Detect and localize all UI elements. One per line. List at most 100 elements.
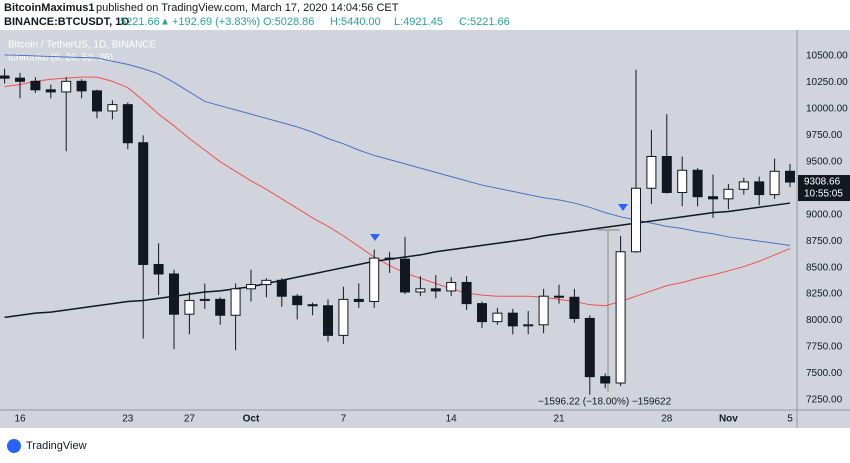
candle-body [785, 170, 795, 183]
candle-body [107, 104, 118, 112]
published: published on TradingView.com, March 17, … [96, 2, 399, 14]
y-tick-label: 8000.00 [806, 315, 843, 326]
last-price-box [798, 175, 850, 202]
candle-body [184, 299, 195, 315]
high: H:5440.00 [330, 16, 381, 28]
candle-body [0, 75, 10, 79]
candle-body [754, 181, 765, 196]
close: C:5221.66 [459, 16, 510, 28]
candle-body [569, 296, 580, 319]
candle-body [400, 258, 410, 293]
signal-marker [370, 234, 380, 241]
candle-body [615, 251, 626, 384]
candle-body [554, 295, 564, 298]
candle-body [276, 279, 287, 297]
indicator-label: Ichimoku (9, 26, 52, 26) [8, 53, 113, 64]
candle-body [708, 196, 718, 200]
candle-body [45, 89, 56, 93]
candle-body [646, 155, 657, 189]
change-arrow: ▲ [160, 17, 170, 28]
candle-body [523, 324, 534, 327]
brand: TradingView [26, 440, 87, 452]
candle-body [215, 298, 226, 316]
candle-body [661, 155, 672, 193]
candle-body [122, 104, 133, 144]
x-tick-label: 23 [122, 414, 134, 425]
candle-body [477, 303, 487, 323]
candle-body [723, 188, 734, 200]
candle-body [246, 284, 256, 290]
candle-body [138, 142, 149, 265]
x-tick-label: Oct [243, 414, 260, 425]
candle-body [61, 80, 72, 93]
candle-body [446, 281, 457, 292]
indicator-line [4, 76, 791, 307]
price: 5221.66 [120, 16, 160, 28]
change: +192.69 (+3.83%) [172, 16, 260, 28]
candle-body [384, 257, 395, 260]
candle-body [292, 295, 303, 306]
candle-body [600, 376, 611, 384]
x-tick-label: 5 [787, 414, 793, 425]
candle-body [307, 304, 318, 307]
signal-marker [618, 204, 628, 211]
y-tick-label: 9500.00 [806, 156, 843, 167]
candle-body [15, 77, 25, 82]
y-tick-label: 7750.00 [806, 342, 843, 353]
x-tick-label: Nov [719, 414, 738, 425]
candle-body [430, 288, 441, 292]
candle-body [507, 312, 518, 327]
x-tick-label: 16 [14, 414, 26, 425]
candle-body [261, 279, 272, 286]
y-tick-label: 10500.00 [806, 51, 848, 62]
candle-body [92, 90, 102, 112]
measure-label: −1596.22 (−18.00%) −159622 [538, 397, 672, 408]
open: O:5028.86 [263, 16, 314, 28]
y-tick-label: 10000.00 [806, 103, 848, 114]
plot: 7250.00 7500.00 7750.00 8000.00 8250.00 8500.… [0, 51, 850, 425]
candle-body [153, 263, 164, 275]
last-price-label: 9308.66 [804, 177, 841, 188]
x-tick-label: 7 [341, 414, 347, 425]
indicator-line [4, 54, 791, 246]
candle-body [415, 288, 426, 293]
author: BitcoinMaximus1 [4, 2, 94, 14]
candle-body [338, 298, 349, 336]
candle-body [584, 317, 595, 378]
logo [7, 439, 21, 453]
low: L:4921.45 [394, 16, 443, 28]
candle-body [369, 257, 380, 303]
candle-body [538, 295, 549, 326]
chart-background [0, 30, 850, 428]
candle-body [492, 312, 503, 323]
chart-title: Bitcoin / TetherUS, 1D, BINANCE [8, 40, 157, 51]
candle-body [738, 181, 749, 190]
y-tick-label: 9000.00 [806, 209, 843, 220]
candle-body [230, 288, 241, 316]
candle-body [677, 169, 688, 193]
candle-body [692, 169, 703, 198]
y-tick-label: 8500.00 [806, 262, 843, 273]
symbol: BINANCE:BTCUSDT, 1D [4, 16, 129, 28]
x-tick-label: 14 [446, 414, 458, 425]
candle-body [76, 80, 87, 92]
candle-body [353, 298, 364, 303]
y-tick-label: 7500.00 [806, 368, 843, 379]
candle-body [769, 170, 780, 196]
candle-body [323, 305, 333, 336]
y-tick-label: 10250.00 [806, 77, 848, 88]
x-tick-label: 28 [661, 414, 673, 425]
candle-body [169, 273, 179, 315]
countdown: 10:55:05 [804, 189, 843, 200]
candle-body [30, 80, 41, 91]
indicator-line [4, 202, 791, 319]
y-tick-label: 7250.00 [806, 395, 843, 406]
candle-body [199, 298, 210, 301]
candle-body [461, 281, 472, 305]
y-tick-label: 8250.00 [806, 289, 843, 300]
x-tick-label: 21 [553, 414, 565, 425]
y-tick-label: 9750.00 [806, 130, 843, 141]
y-tick-label: 8750.00 [806, 236, 843, 247]
x-tick-label: 27 [184, 414, 196, 425]
